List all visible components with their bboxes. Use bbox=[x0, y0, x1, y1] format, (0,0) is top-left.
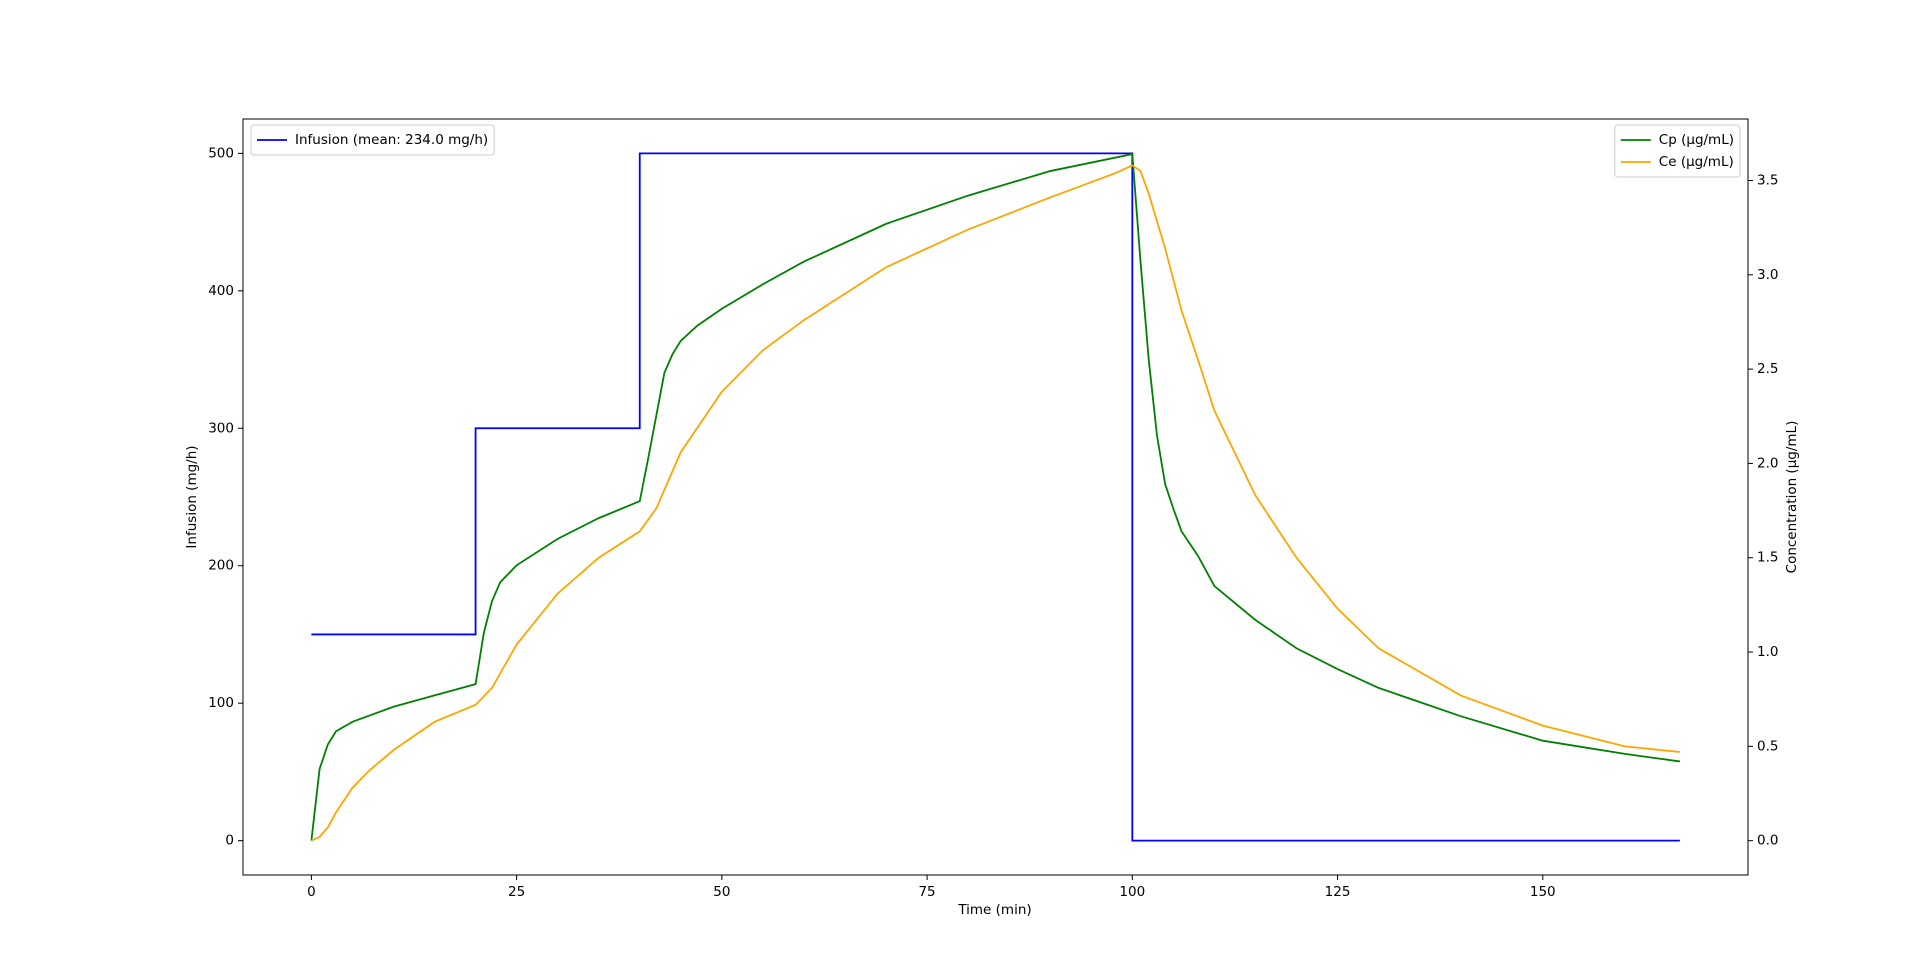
y-tick-label: 300 bbox=[208, 420, 234, 436]
legend-label: Cp (µg/mL) bbox=[1659, 132, 1734, 148]
x-tick-label: 0 bbox=[307, 884, 316, 900]
y-tick-label: 0 bbox=[225, 833, 234, 849]
x-tick-label: 75 bbox=[918, 884, 935, 900]
x-tick-label: 125 bbox=[1325, 884, 1351, 900]
y2-tick-label: 1.5 bbox=[1757, 550, 1778, 566]
y2-tick-label: 3.5 bbox=[1757, 172, 1778, 188]
data-line bbox=[311, 164, 1680, 842]
y2-tick-label: 1.0 bbox=[1757, 644, 1778, 660]
y2-tick-label: 3.0 bbox=[1757, 267, 1778, 283]
legend-label: Infusion (mean: 234.0 mg/h) bbox=[295, 132, 488, 148]
plot-frame bbox=[242, 118, 1749, 876]
x-axis-label: Time (min) bbox=[957, 902, 1031, 918]
y2-tick-label: 2.0 bbox=[1757, 455, 1778, 471]
x-tick-label: 100 bbox=[1119, 884, 1145, 900]
y-axis-label: Infusion (mg/h) bbox=[184, 445, 200, 548]
y-tick-label: 100 bbox=[208, 695, 234, 711]
y2-tick-label: 0.0 bbox=[1757, 833, 1778, 849]
legend-box bbox=[1614, 124, 1741, 178]
x-tick-label: 25 bbox=[508, 884, 525, 900]
legend: Cp (µg/mL) Ce (µg/mL) bbox=[1614, 124, 1741, 178]
y2-tick-label: 0.5 bbox=[1757, 738, 1778, 754]
y-tick-label: 200 bbox=[208, 558, 234, 574]
data-line bbox=[311, 152, 1680, 842]
data-line bbox=[310, 152, 1680, 841]
y2-axis-label: Concentration (µg/mL) bbox=[1784, 421, 1800, 574]
x-tick-label: 50 bbox=[713, 884, 730, 900]
y-tick-label: 500 bbox=[208, 145, 234, 161]
legend-box bbox=[250, 124, 495, 156]
legend-label: Ce (µg/mL) bbox=[1659, 154, 1734, 170]
y2-tick-label: 2.5 bbox=[1757, 361, 1778, 377]
legend: Infusion (mean: 234.0 mg/h) bbox=[250, 124, 495, 156]
x-tick-label: 150 bbox=[1530, 884, 1556, 900]
y-tick-label: 400 bbox=[208, 283, 234, 299]
